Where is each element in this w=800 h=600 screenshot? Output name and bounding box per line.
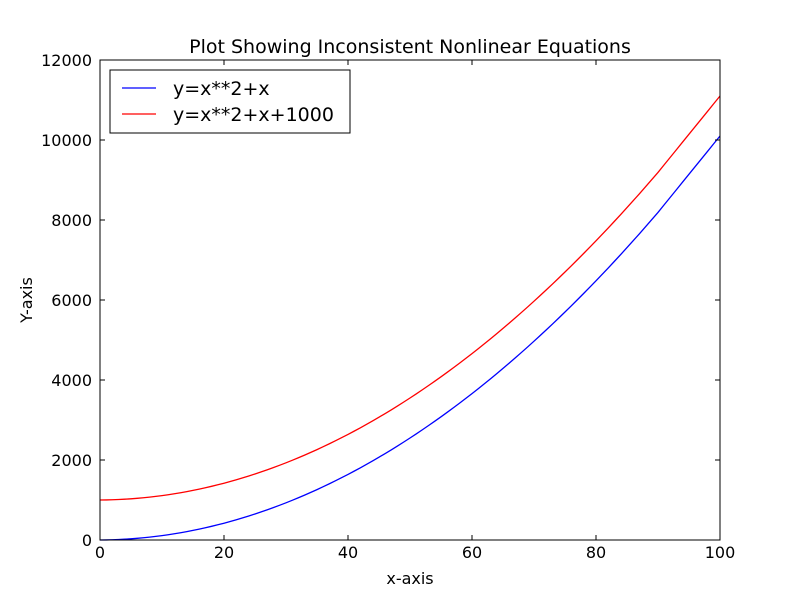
chart-title: Plot Showing Inconsistent Nonlinear Equa… [189,36,631,58]
legend: y=x**2+x y=x**2+x+1000 [109,69,351,134]
series-line-2 [99,95,721,501]
x-tick-label: 40 [338,543,358,562]
y-tick-label: 0 [82,531,92,550]
y-tick-label: 4000 [51,371,92,390]
series-line-1 [99,135,721,541]
ticks-layer: 0 20 40 60 80 100 0 2000 4000 6000 8000 10000 12000 [41,51,735,562]
y-tick-label: 2000 [51,451,92,470]
y-tick-label: 10000 [41,131,92,150]
legend-label-2: y=x**2+x+1000 [173,104,334,126]
y-tick-label: 12000 [41,51,92,70]
y-tick-label: 6000 [51,291,92,310]
legend-frame [109,69,351,134]
series-layer [99,95,721,541]
x-tick-label: 60 [462,543,482,562]
x-tick-label: 80 [586,543,606,562]
x-tick-label: 20 [214,543,234,562]
y-tick-label: 8000 [51,211,92,230]
x-tick-label: 0 [95,543,105,562]
x-axis-label: x-axis [386,569,433,588]
x-tick-label: 100 [705,543,736,562]
legend-label-1: y=x**2+x [173,78,270,100]
y-axis-label: Y-axis [17,277,36,324]
plot-area: 0 20 40 60 80 100 0 2000 4000 6000 8000 10000 12000 [41,51,735,562]
